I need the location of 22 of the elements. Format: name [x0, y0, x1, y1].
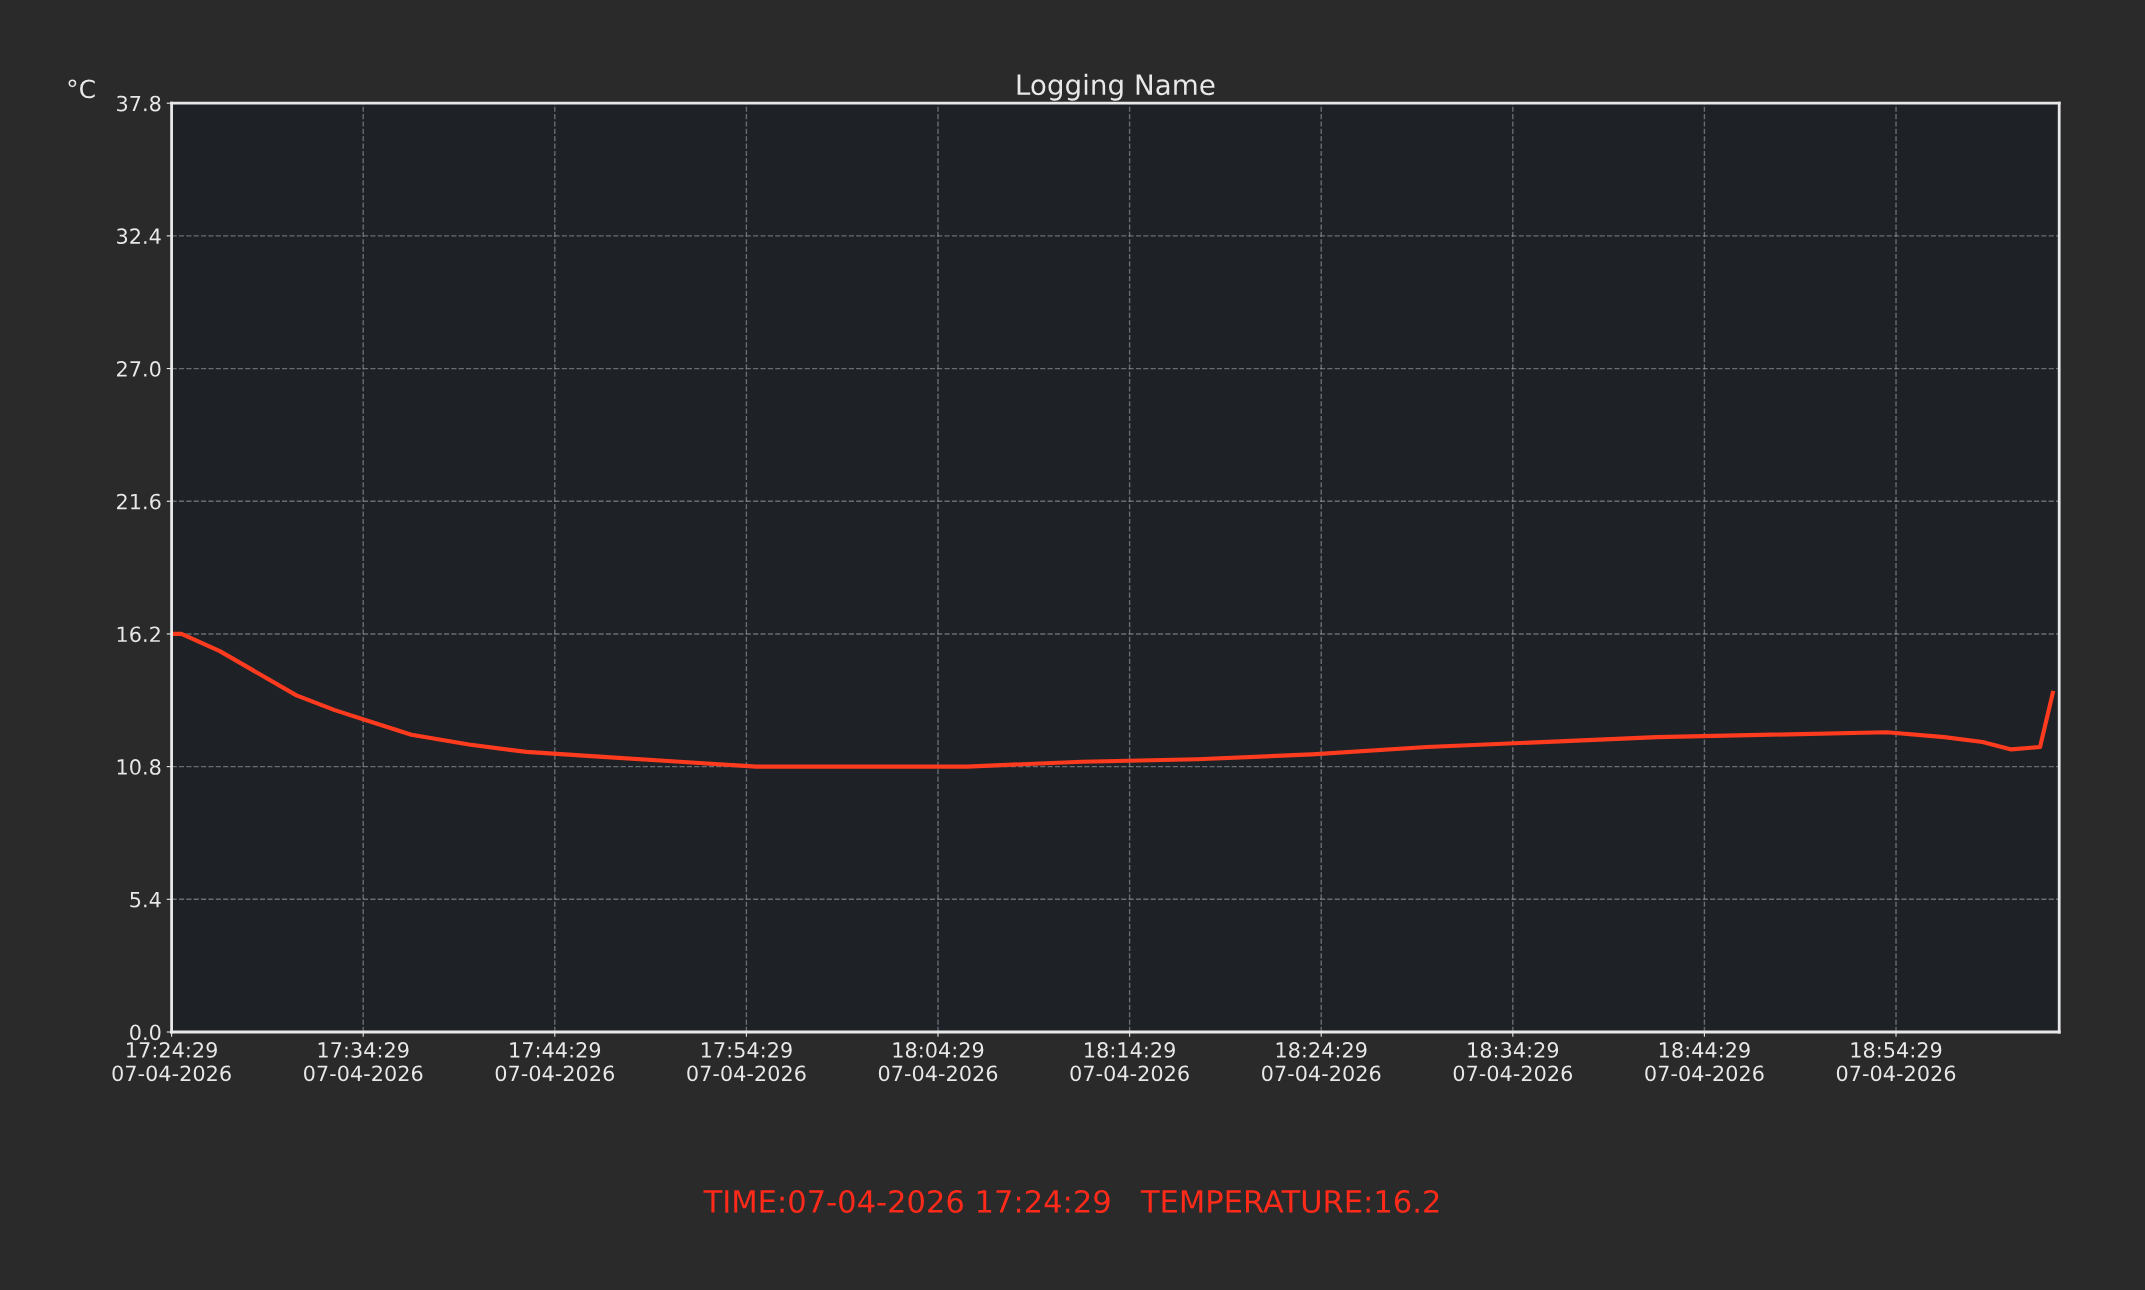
chart-title: Logging Name	[1017, 73, 1215, 101]
x-tick-label: 18:04:29 07-04-2026	[878, 1042, 998, 1082]
y-tick-label: 32.4	[117, 228, 161, 245]
y-tick-label: 37.8	[117, 95, 161, 112]
y-tick-label: 21.6	[117, 493, 161, 510]
x-tick-label: 18:34:29 07-04-2026	[1453, 1042, 1573, 1082]
y-axis-title: °C	[68, 79, 95, 99]
y-tick-label: 27.0	[117, 361, 161, 377]
y-tick-label: 0.0	[130, 1024, 161, 1041]
x-tick-label: 17:24:29 07-04-2026	[112, 1042, 231, 1082]
x-tick-label: 17:34:29 07-04-2026	[304, 1042, 423, 1082]
y-tick-label: 5.4	[130, 892, 161, 908]
text: TIME:07-04-2026 17:24:29 TEMPERATURE:16.2	[703, 1189, 1439, 1214]
line-series	[171, 631, 2055, 769]
x-tick-label: 17:44:29 07-04-2026	[495, 1042, 615, 1082]
x-tick-label: 18:44:29 07-04-2026	[1645, 1042, 1764, 1082]
y-tick-label: 16.2	[117, 626, 160, 643]
x-tick-label: 18:24:29 07-04-2026	[1262, 1042, 1381, 1082]
y-tick-label: 10.8	[117, 759, 161, 775]
x-tick-label: 18:54:29 07-04-2026	[1836, 1042, 1956, 1082]
x-tick-label: 18:14:29 07-04-2026	[1070, 1042, 1189, 1082]
x-tick-label: 17:54:29 07-04-2026	[687, 1042, 806, 1082]
